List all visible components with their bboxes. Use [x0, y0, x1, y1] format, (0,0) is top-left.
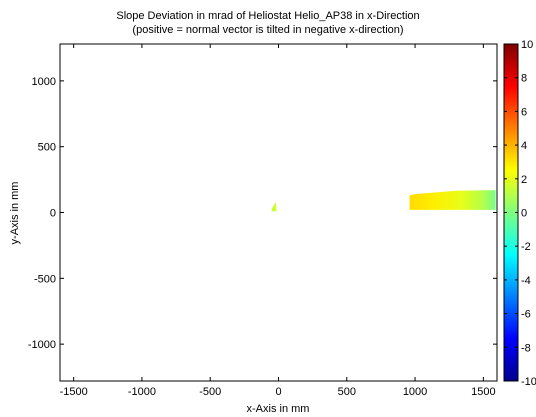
y-tick-label: 500: [38, 142, 56, 154]
colorbar-tick-label: -8: [521, 342, 531, 354]
x-tick-label: 0: [275, 386, 281, 398]
x-tick-label: 1500: [471, 386, 495, 398]
x-tick-label: 1000: [403, 386, 427, 398]
main-data-patch: [409, 190, 496, 210]
colorbar-tick-label: 0: [521, 208, 527, 220]
colorbar-tick-label: 10: [521, 39, 533, 51]
data-regions: [271, 190, 496, 212]
colorbar-tick-label: -10: [521, 376, 536, 388]
y-tick-label: 1000: [32, 76, 56, 88]
x-tick-label: -500: [199, 386, 221, 398]
x-tick-label: -1000: [128, 386, 156, 398]
plot-frame: [59, 43, 498, 382]
colorbar-ticks: 10 8 6 4 2 0 -2 -4 -6 -8 -10: [504, 39, 536, 388]
colorbar-tick-label: 4: [521, 140, 527, 152]
y-ticks: 1000 500 0 -500 -1000: [28, 76, 497, 351]
chart-subtitle: (positive = normal vector is tilted in n…: [132, 24, 403, 36]
chart-title: Slope Deviation in mrad of Heliostat Hel…: [116, 10, 419, 22]
x-tick-label: -1500: [60, 386, 88, 398]
y-axis-label: y-Axis in mm: [9, 182, 21, 245]
y-tick-label: -500: [34, 273, 56, 285]
colorbar-tick-label: 8: [521, 73, 527, 85]
small-data-patch: [271, 202, 277, 212]
y-tick-label: 0: [50, 208, 56, 220]
x-tick-label: 500: [338, 386, 356, 398]
x-ticks: -1500 -1000 -500 0 500 1000 1500: [60, 44, 496, 398]
colorbar-tick-label: 2: [521, 174, 527, 186]
colorbar-tick-label: -2: [521, 241, 531, 253]
colorbar-tick-label: 6: [521, 106, 527, 118]
colorbar-tick-label: -4: [521, 275, 531, 287]
y-tick-label: -1000: [28, 339, 56, 351]
colorbar-tick-label: -6: [521, 309, 531, 321]
x-axis-label: x-Axis in mm: [247, 403, 310, 415]
